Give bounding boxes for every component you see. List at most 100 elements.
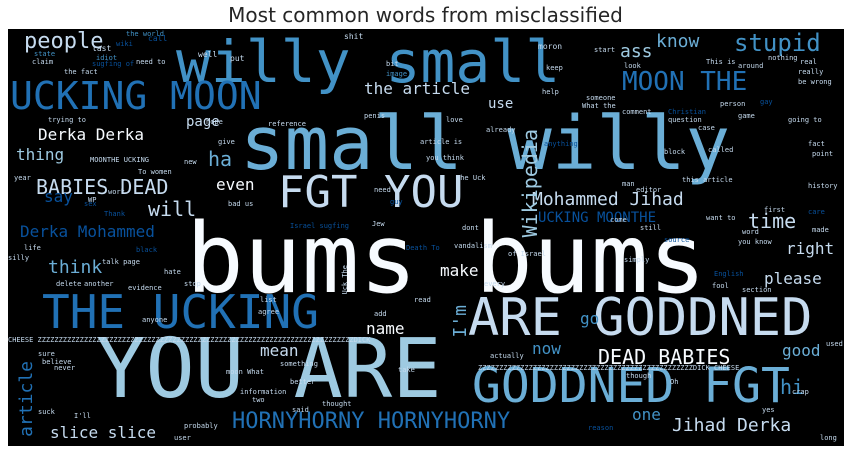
word: user (174, 434, 191, 442)
word: care (808, 208, 825, 216)
word: case (698, 124, 715, 132)
word: life (24, 244, 41, 252)
word: well (198, 50, 218, 59)
word: hope (206, 118, 223, 126)
word: article (16, 361, 37, 437)
word: need to (136, 58, 166, 66)
word: read (414, 296, 431, 304)
word: know (656, 31, 700, 52)
word: start (594, 46, 616, 54)
word: really (798, 68, 824, 76)
word: suck (38, 408, 55, 416)
word: moron (538, 42, 563, 51)
word: CHEESE ZZZZZZZZZZZZZZZZZZZZZZZZZZZZZZZZZ… (8, 336, 371, 344)
word: think (48, 257, 103, 278)
word: go (580, 309, 600, 328)
word: one (632, 405, 661, 424)
word: even (216, 175, 255, 194)
word: word (742, 228, 759, 236)
word: vandalism (454, 242, 492, 250)
word: idiot (96, 54, 118, 62)
word: guy (390, 198, 403, 206)
word: help (542, 88, 559, 96)
word: stupid (734, 29, 821, 57)
word: evidence (128, 284, 162, 292)
word: Israel sugfing (290, 222, 350, 230)
word: information (240, 388, 287, 396)
word: Derka Derka (38, 125, 144, 144)
word: called (708, 146, 734, 154)
word: I'll (74, 412, 91, 420)
word: made (812, 226, 829, 234)
word: you think (426, 154, 464, 162)
word: going to (788, 116, 822, 124)
word: make (440, 261, 479, 280)
word: man (622, 180, 635, 188)
word: MOONTHE UCKING (90, 156, 150, 164)
word: willy small (176, 29, 561, 96)
word: ARE GODDNED (468, 288, 813, 348)
word: ha (208, 147, 233, 171)
word: work (108, 188, 125, 196)
word: YOU ARE (96, 322, 442, 417)
word: HORNYHORNY HORNYHORNY (232, 409, 511, 434)
word: Derka Mohammed (20, 222, 155, 241)
word: though (626, 372, 652, 380)
word: add (374, 310, 387, 318)
word: slice slice (50, 423, 156, 442)
word: anyone (142, 316, 168, 324)
word: probably (184, 422, 218, 430)
word: put (230, 54, 245, 63)
word: last (92, 44, 112, 53)
word: history (808, 182, 838, 190)
word: THE UCKING (42, 285, 319, 339)
word: silly (8, 254, 30, 262)
word: shit (344, 32, 364, 41)
word: question (668, 116, 702, 124)
word: yes (762, 406, 775, 414)
word: of Israel (508, 250, 546, 258)
word: FGT YOU (278, 167, 464, 218)
word: take (398, 366, 415, 374)
word: moon What (226, 368, 264, 376)
word: English (714, 270, 744, 278)
word: game (738, 112, 755, 120)
word: talk page (102, 258, 140, 266)
word: new (184, 158, 197, 166)
word: trying to (48, 116, 86, 124)
word: block (664, 148, 686, 156)
word: the fact (64, 68, 98, 76)
word: sugfing of (92, 60, 135, 68)
word: source (664, 236, 690, 244)
word: small willy (240, 101, 731, 187)
word: want to (706, 214, 736, 222)
word: will (148, 197, 197, 221)
word: Jew (372, 220, 385, 228)
word: give (218, 138, 235, 146)
word: sure (38, 350, 55, 358)
word: Uck The (341, 265, 349, 295)
word: ass (620, 41, 653, 62)
word: now (532, 339, 561, 358)
word: agree (258, 308, 280, 316)
word: better (290, 378, 316, 386)
word: sex (84, 200, 97, 208)
chart-title: Most common words from misclassified (228, 3, 623, 27)
word-cloud: bums bums small willy YOU ARE willy smal… (8, 29, 844, 446)
word: use (488, 96, 514, 112)
word: ZZZZZZZZZZZZZZZZZZZZZZZZZZZZZZZZZZZZZZZZ… (478, 364, 740, 372)
word: Wikipedia (518, 129, 542, 238)
word: comment (622, 108, 652, 116)
word: reference (268, 120, 306, 128)
word: already (486, 126, 516, 134)
word: WP (88, 196, 97, 204)
word: love (446, 116, 463, 124)
word: good (782, 341, 821, 360)
word: penis (364, 112, 386, 120)
word: the Uck (456, 174, 486, 182)
word: black (136, 246, 158, 254)
word: something (280, 360, 318, 368)
word: say (44, 187, 73, 206)
word: someone (586, 94, 616, 102)
word: thing (16, 145, 65, 164)
